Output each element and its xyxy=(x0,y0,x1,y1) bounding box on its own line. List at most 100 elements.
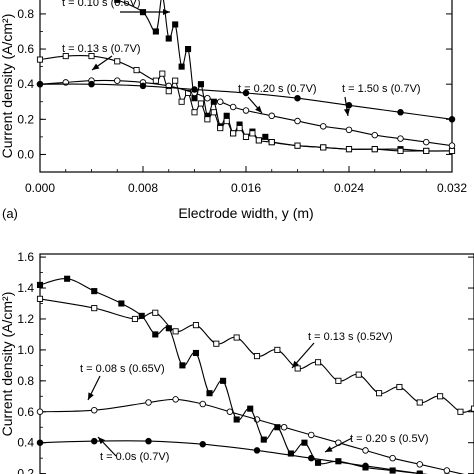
y-tick-label: 0.8 xyxy=(17,7,34,21)
data-point xyxy=(36,56,44,63)
data-point xyxy=(114,58,121,65)
data-point xyxy=(113,77,121,84)
series-3 xyxy=(36,80,456,123)
data-point xyxy=(448,116,456,123)
data-point xyxy=(457,408,464,415)
annotation-arrowhead xyxy=(92,63,100,70)
data-point xyxy=(88,80,95,88)
data-point xyxy=(371,146,378,153)
y-tick-label: 1.6 xyxy=(17,250,34,264)
plot-area-frame xyxy=(39,253,474,474)
data-point xyxy=(118,300,125,307)
data-point xyxy=(362,447,369,454)
annotation: t = 0.20 s (0.5V) xyxy=(324,433,429,453)
data-point xyxy=(280,423,288,431)
annotation: t = 1.50 s (0.7V) xyxy=(342,83,421,117)
data-point xyxy=(268,112,276,120)
data-point xyxy=(213,340,220,347)
data-point xyxy=(396,383,403,391)
data-point xyxy=(260,436,267,443)
annotation-label: t = 0.13 s (0.7V) xyxy=(62,43,141,55)
annotation: t = 0.10 s (0.6V) xyxy=(62,0,170,15)
data-point xyxy=(233,416,240,423)
annotation: t = 0.08 s (0.65V) xyxy=(80,363,165,401)
data-point xyxy=(443,467,451,474)
data-point xyxy=(145,437,152,445)
data-point xyxy=(165,88,172,95)
annotation: t = 0.13 s (0.7V) xyxy=(62,43,141,71)
data-point xyxy=(423,147,430,154)
data-point xyxy=(262,133,269,140)
data-point xyxy=(236,125,243,132)
data-point xyxy=(216,98,224,105)
data-point xyxy=(253,353,261,360)
data-point xyxy=(210,98,217,105)
data-point xyxy=(206,390,213,397)
y-tick-label: 1.2 xyxy=(17,312,34,326)
y-tick-label: 0.2 xyxy=(17,112,34,126)
data-point xyxy=(64,275,71,282)
series-3 xyxy=(36,275,450,474)
x-tick-label: 0.024 xyxy=(334,181,364,195)
data-point xyxy=(274,424,281,431)
data-point xyxy=(397,109,404,116)
series-line xyxy=(116,0,453,152)
y-tick-label: 0.0 xyxy=(17,147,34,161)
data-point xyxy=(320,123,327,130)
data-point xyxy=(165,35,172,42)
data-point xyxy=(416,399,423,406)
data-point xyxy=(362,464,369,471)
series-1 xyxy=(36,53,456,154)
data-point xyxy=(197,81,204,88)
data-point xyxy=(91,288,98,295)
data-point xyxy=(62,53,69,60)
data-point xyxy=(230,130,237,137)
data-point xyxy=(397,147,404,154)
annotation-arrowhead xyxy=(325,446,333,452)
data-point xyxy=(36,281,44,288)
x-tick-label: 0.008 xyxy=(128,181,158,195)
data-point xyxy=(192,349,200,357)
annotation: t = 0.0s (0.7V) xyxy=(97,436,169,463)
annotation-arrowhead xyxy=(163,9,170,15)
data-point xyxy=(152,331,159,338)
data-point xyxy=(178,63,185,70)
data-point xyxy=(274,346,281,353)
data-point xyxy=(36,439,44,446)
data-point xyxy=(199,400,206,408)
data-point xyxy=(204,116,211,123)
data-point xyxy=(217,125,224,132)
y-tick-label: 0.2 xyxy=(17,467,34,474)
data-point xyxy=(223,112,230,119)
panel-b-chart: 0.2 0.4 0.6 0.8 1.0 1.2 1.4 1.6 Current density … xyxy=(0,250,474,474)
data-point xyxy=(448,147,456,154)
data-point xyxy=(249,130,256,137)
data-point xyxy=(133,67,140,74)
annotation-label: t = 0.20 s (0.5V) xyxy=(350,433,429,445)
data-point xyxy=(191,95,198,102)
annotation-label: t = 0.10 s (0.6V) xyxy=(62,0,141,9)
data-point xyxy=(139,82,147,90)
annotation-arrowhead xyxy=(343,108,350,116)
data-point xyxy=(345,126,353,134)
series-0 xyxy=(114,0,456,154)
data-point xyxy=(145,399,152,406)
data-point xyxy=(152,77,159,84)
data-point xyxy=(355,371,362,378)
data-point xyxy=(204,94,211,102)
annotation-label: t = 0.0s (0.7V) xyxy=(100,451,169,463)
data-point xyxy=(165,325,172,332)
data-point xyxy=(152,309,159,316)
data-point xyxy=(376,390,383,397)
data-point xyxy=(314,459,322,466)
data-point xyxy=(448,142,456,149)
data-point xyxy=(268,139,275,146)
data-point xyxy=(172,396,179,403)
data-point xyxy=(192,322,200,329)
data-point xyxy=(242,133,250,140)
annotation-label: t = 0.20 s (0.7V) xyxy=(238,83,317,95)
annotation: t = 0.13 s (0.52V) xyxy=(291,331,393,369)
data-point xyxy=(255,137,262,144)
data-point xyxy=(301,439,308,446)
